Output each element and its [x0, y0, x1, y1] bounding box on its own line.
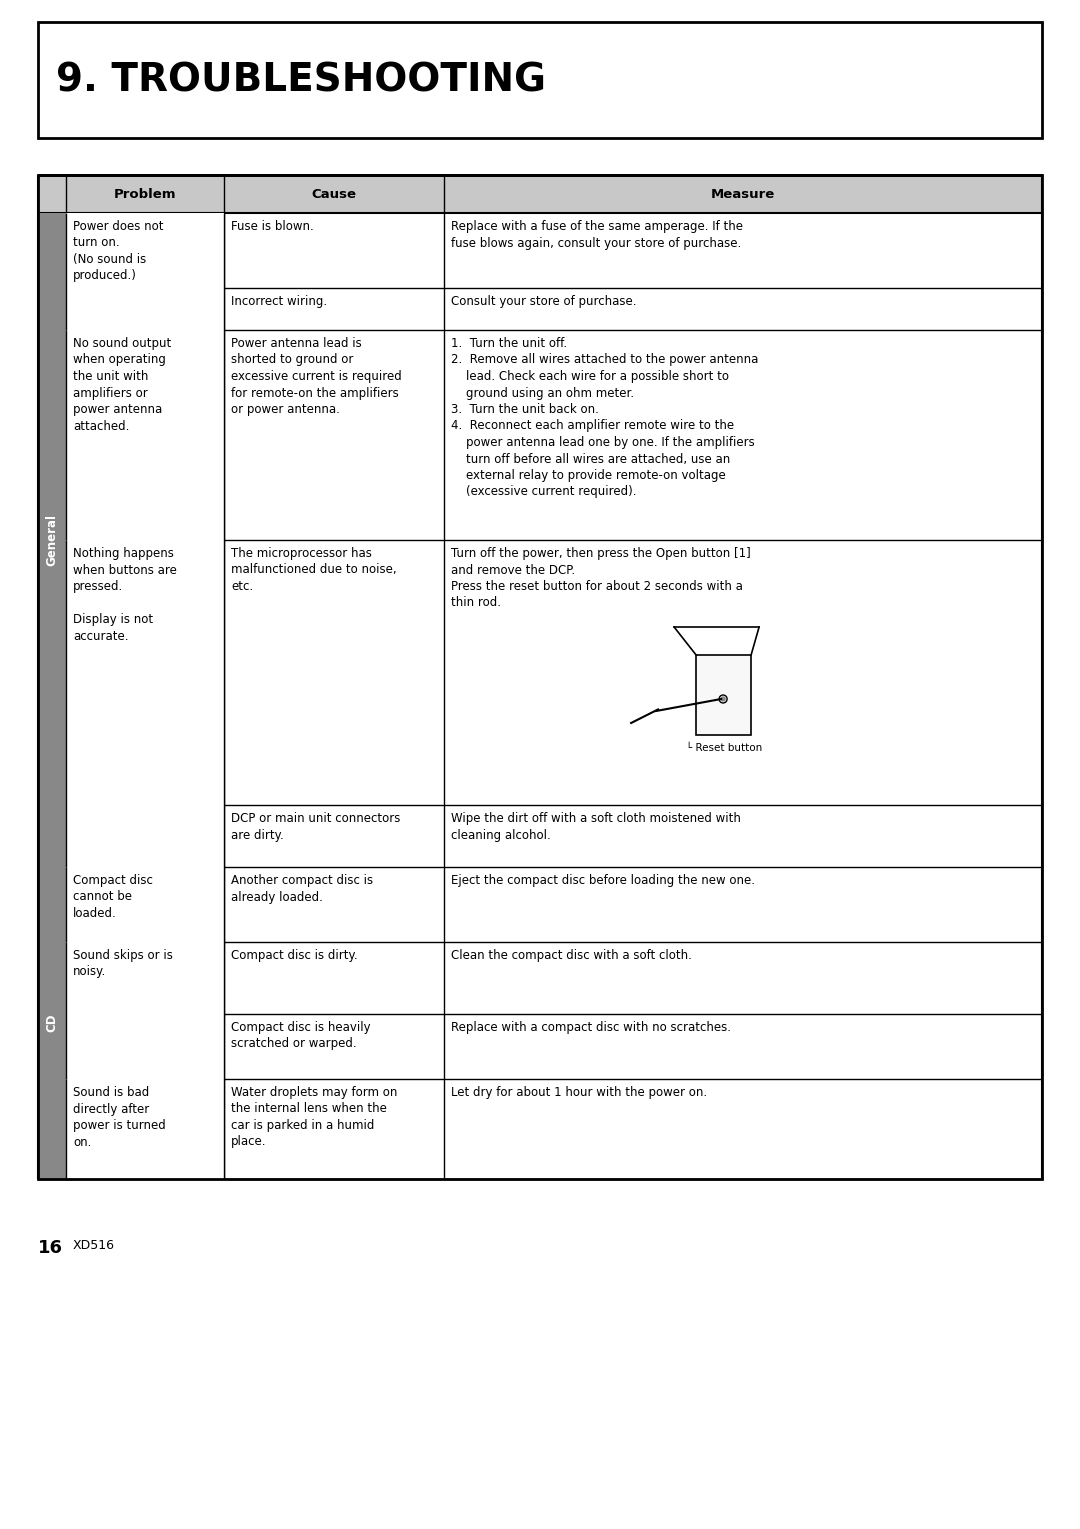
Bar [66, 330, 224, 540]
Text: Power does not
turn on.
(No sound is
produced.): Power does not turn on. (No sound is pro… [73, 220, 163, 283]
Text: CD: CD [45, 1014, 58, 1032]
Text: Clean the compact disc with a soft cloth.: Clean the compact disc with a soft cloth… [451, 950, 692, 962]
Text: Sound skips or is
noisy.: Sound skips or is noisy. [73, 950, 173, 979]
Text: General: General [45, 514, 58, 566]
Text: Consult your store of purchase.: Consult your store of purchase. [451, 295, 636, 307]
Text: XD516: XD516 [73, 1238, 114, 1252]
Text: Compact disc
cannot be
loaded.: Compact disc cannot be loaded. [73, 875, 153, 920]
Bar [38, 213, 66, 867]
Text: Power antenna lead is
shorted to ground or
excessive current is required
for rem: Power antenna lead is shorted to ground … [231, 336, 402, 416]
Text: Wipe the dirt off with a soft cloth moistened with
cleaning alcohol.: Wipe the dirt off with a soft cloth mois… [451, 812, 741, 841]
Text: 9. TROUBLESHOOTING: 9. TROUBLESHOOTING [56, 61, 546, 99]
Bar [38, 174, 1042, 1179]
Bar [66, 540, 224, 867]
Text: Eject the compact disc before loading the new one.: Eject the compact disc before loading th… [451, 875, 755, 887]
Text: Let dry for about 1 hour with the power on.: Let dry for about 1 hour with the power … [451, 1086, 707, 1099]
Text: Nothing happens
when buttons are
pressed.

Display is not
accurate.: Nothing happens when buttons are pressed… [73, 547, 177, 642]
Text: The microprocessor has
malfunctioned due to noise,
etc.: The microprocessor has malfunctioned due… [231, 547, 396, 593]
Text: Compact disc is dirty.: Compact disc is dirty. [231, 950, 357, 962]
Bar [66, 867, 224, 942]
Bar [38, 174, 1042, 1179]
Text: Compact disc is heavily
scratched or warped.: Compact disc is heavily scratched or war… [231, 1021, 370, 1050]
Circle shape [721, 697, 725, 700]
Text: Measure: Measure [711, 188, 775, 200]
Text: Problem: Problem [113, 188, 176, 200]
Text: 16: 16 [38, 1238, 63, 1257]
Text: 1.  Turn the unit off.
2.  Remove all wires attached to the power antenna
    le: 1. Turn the unit off. 2. Remove all wire… [451, 336, 758, 498]
Text: Replace with a compact disc with no scratches.: Replace with a compact disc with no scra… [451, 1021, 731, 1034]
Text: Another compact disc is
already loaded.: Another compact disc is already loaded. [231, 875, 373, 904]
Bar [38, 174, 1042, 213]
Text: Cause: Cause [311, 188, 356, 200]
Text: └ Reset button: └ Reset button [686, 743, 762, 752]
Bar [697, 654, 751, 735]
Text: No sound output
when operating
the unit with
amplifiers or
power antenna
attache: No sound output when operating the unit … [73, 336, 172, 433]
Text: Sound is bad
directly after
power is turned
on.: Sound is bad directly after power is tur… [73, 1086, 165, 1148]
Bar [66, 1079, 224, 1179]
Bar [38, 867, 66, 1179]
Bar [66, 213, 224, 330]
Text: Replace with a fuse of the same amperage. If the
fuse blows again, consult your : Replace with a fuse of the same amperage… [451, 220, 743, 249]
Text: Incorrect wiring.: Incorrect wiring. [231, 295, 327, 307]
Text: Turn off the power, then press the Open button [1]
and remove the DCP.
Press the: Turn off the power, then press the Open … [451, 547, 751, 610]
Text: Fuse is blown.: Fuse is blown. [231, 220, 314, 232]
Bar [66, 942, 224, 1079]
Bar [38, 21, 1042, 138]
Text: DCP or main unit connectors
are dirty.: DCP or main unit connectors are dirty. [231, 812, 401, 841]
Text: Water droplets may form on
the internal lens when the
car is parked in a humid
p: Water droplets may form on the internal … [231, 1086, 397, 1148]
